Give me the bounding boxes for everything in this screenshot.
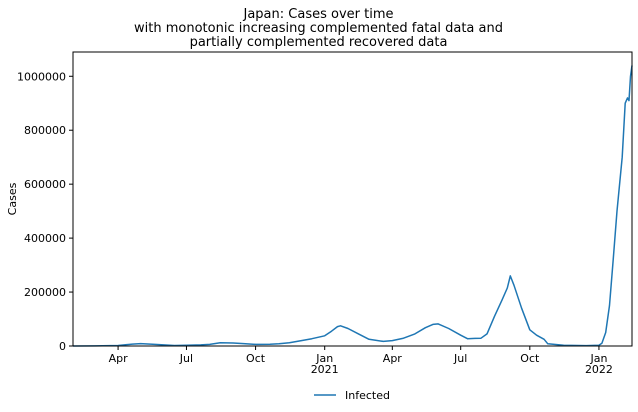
x-tick-label: Apr <box>383 352 403 365</box>
legend-label-infected: Infected <box>345 389 390 402</box>
legend: Infected <box>314 389 390 402</box>
x-tick-label: Jan <box>315 352 333 365</box>
y-axis-label: Cases <box>6 182 19 215</box>
y-tick-label: 800000 <box>24 124 66 137</box>
x-tick-year-label: 2021 <box>311 363 339 376</box>
y-tick-label: 600000 <box>24 178 66 191</box>
x-tick-label: Jan <box>589 352 607 365</box>
plot-frame <box>72 51 633 347</box>
x-tick-label: Apr <box>109 352 129 365</box>
x-tick-label: Jul <box>453 352 467 365</box>
series-group <box>72 65 633 347</box>
chart-title-line-1: Japan: Cases over time <box>243 7 394 22</box>
series-line-infected <box>72 65 633 347</box>
chart-title-line-3: partially complemented recovered data <box>190 35 448 50</box>
y-tick-label: 0 <box>59 340 66 353</box>
x-tick-label: Oct <box>246 352 266 365</box>
y-tick-label: 1000000 <box>17 70 66 83</box>
y-tick-label: 400000 <box>24 232 66 245</box>
y-tick-label: 200000 <box>24 286 66 299</box>
chart-title-line-2: with monotonic increasing complemented f… <box>134 21 503 36</box>
x-tick-label: Jul <box>179 352 193 365</box>
y-axis-ticks: 0 200000 400000 600000 800000 1000000 <box>17 70 73 353</box>
x-tick-year-label: 2022 <box>585 363 613 376</box>
x-tick-label: Oct <box>520 352 540 365</box>
